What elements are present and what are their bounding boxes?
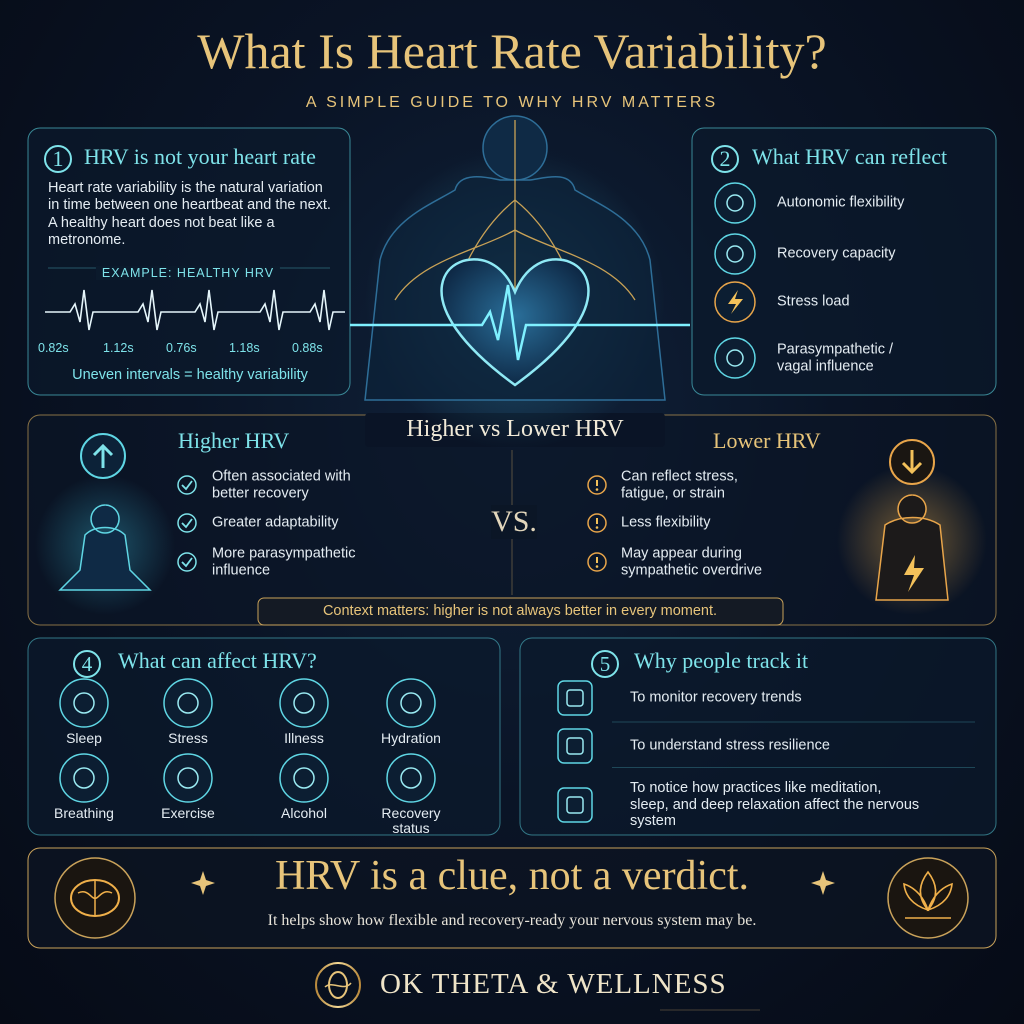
check-icon <box>177 552 197 572</box>
section-body: Heart rate variability is the natural va… <box>48 180 331 249</box>
icon-core <box>566 737 584 755</box>
higher-item: Often associated with better recovery <box>212 468 351 501</box>
reflect-item: Stress load <box>777 293 850 310</box>
section-title: What HRV can reflect <box>752 144 948 169</box>
section-number: 2 <box>711 145 739 173</box>
subtitle: A SIMPLE GUIDE TO WHY HRV MATTERS <box>305 94 719 111</box>
track-item: To understand stress resilience <box>630 737 830 754</box>
interval-label: 1.12s <box>103 341 134 355</box>
vs: VS. <box>491 505 537 539</box>
factor-label: Recovery status <box>381 805 441 837</box>
check-mark <box>181 480 193 491</box>
factor-icon <box>59 753 109 803</box>
factor-icon <box>386 753 436 803</box>
factor-label: Exercise <box>161 805 215 821</box>
section-title: What can affect HRV? <box>118 648 317 673</box>
alert-icon <box>587 513 607 533</box>
icon-core <box>566 796 584 814</box>
factor-label: Sleep <box>66 730 102 746</box>
track-icon <box>557 787 593 823</box>
icon-core <box>400 692 422 714</box>
factor-icon <box>59 678 109 728</box>
reflect-item: Autonomic flexibility <box>777 194 905 211</box>
section-number: 4 <box>73 650 101 678</box>
factor-icon <box>163 678 213 728</box>
icon-core <box>73 767 95 789</box>
icon-core <box>726 349 744 367</box>
check-icon <box>177 475 197 495</box>
factor-label: Illness <box>284 730 324 746</box>
track-icon <box>557 728 593 764</box>
section-title: Higher vs Lower HRV <box>406 416 624 442</box>
higher-title: Higher HRV <box>178 428 290 453</box>
factor-label: Hydration <box>381 730 441 746</box>
section-number: 5 <box>591 650 619 678</box>
bolt-icon <box>728 290 743 314</box>
example-label: EXAMPLE: HEALTHY HRV <box>95 266 281 280</box>
note: Context matters: higher is not always be… <box>322 603 718 619</box>
section-title: Why people track it <box>634 648 809 673</box>
icon-core <box>726 194 744 212</box>
icon-core <box>73 692 95 714</box>
interval-label: 0.88s <box>292 341 323 355</box>
reflect-item: Recovery capacity <box>777 245 896 262</box>
alert-dot <box>595 526 599 529</box>
track-item: To notice how practices like meditation,… <box>630 779 920 830</box>
interval-label: 0.82s <box>38 341 69 355</box>
item-icon <box>714 182 756 224</box>
factor-label: Stress <box>168 730 208 746</box>
section-number: 1 <box>44 145 72 173</box>
lower-item: Can reflect stress, fatigue, or strain <box>621 468 738 501</box>
lower-title: Lower HRV <box>713 428 821 453</box>
interval-label: 0.76s <box>166 341 197 355</box>
caption: Uneven intervals = healthy variability <box>72 367 308 383</box>
icon-core <box>566 689 584 707</box>
factor-icon <box>386 678 436 728</box>
reflect-item: Parasympathetic / vagal influence <box>777 341 894 374</box>
brand-name: OK THETA & WELLNESS <box>380 968 727 1000</box>
alert-icon <box>587 552 607 572</box>
section-title: HRV is not your heart rate <box>84 144 316 169</box>
higher-item: More parasympathetic influence <box>212 545 356 578</box>
icon-core <box>177 692 199 714</box>
alert-icon <box>587 475 607 495</box>
track-icon <box>557 680 593 716</box>
icon-core <box>293 767 315 789</box>
factor-label: Breathing <box>54 805 114 821</box>
track-item: To monitor recovery trends <box>630 689 802 706</box>
check-mark <box>181 518 193 529</box>
factor-icon <box>279 753 329 803</box>
higher-item: Greater adaptability <box>212 514 339 531</box>
lower-item: Less flexibility <box>621 514 711 531</box>
alert-dot <box>595 565 599 568</box>
factor-label: Alcohol <box>281 805 327 821</box>
factor-icon <box>279 678 329 728</box>
title: What Is Heart Rate Variability? <box>197 23 827 79</box>
banner-subtitle: It helps show how flexible and recovery-… <box>267 912 757 929</box>
icon-core <box>177 767 199 789</box>
alert-dot <box>595 488 599 491</box>
lower-item: May appear during sympathetic overdrive <box>621 545 763 578</box>
check-mark <box>181 557 193 568</box>
icon-core <box>400 767 422 789</box>
factor-icon <box>163 753 213 803</box>
interval-label: 1.18s <box>229 341 260 355</box>
item-icon <box>714 337 756 379</box>
icon-core <box>293 692 315 714</box>
banner-title: HRV is a clue, not a verdict. <box>274 853 750 899</box>
check-icon <box>177 513 197 533</box>
item-icon <box>714 233 756 275</box>
icon-core <box>726 245 744 263</box>
